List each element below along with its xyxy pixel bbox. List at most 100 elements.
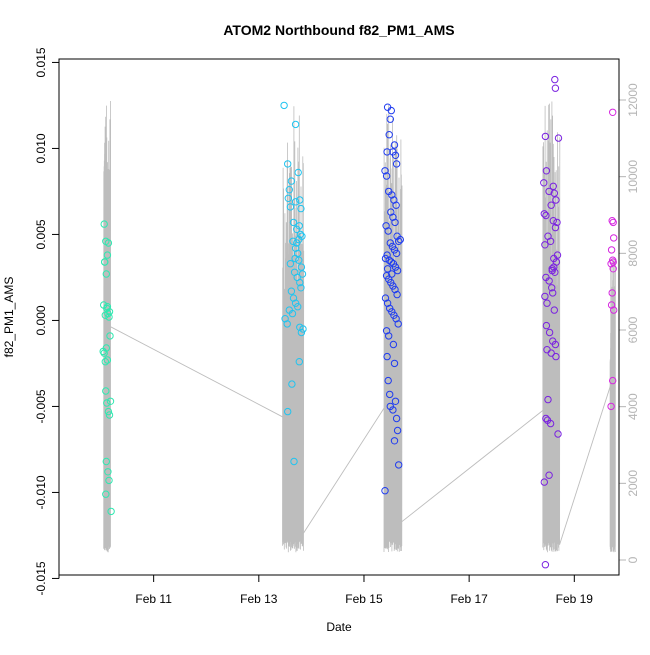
data-point: [291, 120, 300, 129]
data-point: [289, 294, 298, 302]
data-point: [103, 303, 112, 311]
data-point: [295, 256, 303, 264]
data-point: [545, 187, 553, 196]
secondary-tick-label: 2000: [626, 470, 640, 497]
data-point: [296, 230, 305, 239]
data-point: [551, 75, 559, 84]
data-point: [545, 471, 553, 479]
data-point: [541, 292, 549, 301]
data-point: [551, 340, 560, 349]
data-point: [540, 179, 548, 187]
data-point: [384, 376, 392, 385]
data-point: [387, 208, 395, 216]
secondary-tick-label: 10000: [626, 160, 640, 194]
x-tick-label: Feb 15: [345, 592, 383, 606]
data-point: [387, 106, 395, 115]
data-point: [609, 218, 617, 227]
data-point: [385, 332, 393, 340]
data-point: [105, 411, 114, 419]
data-point: [102, 387, 110, 395]
plot-frame: [58, 58, 620, 576]
data-point: [103, 399, 111, 407]
data-point: [294, 303, 302, 311]
data-point: [390, 141, 399, 149]
y-tick-label: -0.010: [34, 475, 48, 509]
data-point: [550, 189, 558, 197]
data-point: [388, 270, 396, 278]
data-point: [100, 220, 108, 228]
data-point: [387, 258, 395, 266]
secondary-tick-label: 4000: [626, 393, 640, 420]
data-point: [391, 151, 400, 160]
data-point: [393, 426, 402, 435]
data-point: [551, 223, 560, 232]
data-point: [105, 308, 114, 316]
data-point: [299, 325, 307, 333]
data-point: [547, 201, 555, 209]
data-point: [384, 227, 392, 235]
data-point: [540, 478, 548, 486]
y-tick-label: -0.005: [34, 389, 48, 423]
data-point: [552, 196, 560, 204]
data-point: [383, 265, 392, 273]
altitude-trace-layer: [103, 100, 616, 553]
y-tick-label: -0.015: [34, 561, 48, 595]
data-point: [105, 313, 113, 321]
data-point: [554, 430, 562, 438]
data-point: [392, 160, 401, 168]
data-point: [103, 251, 112, 259]
data-point: [395, 237, 403, 246]
data-point: [288, 309, 297, 318]
altitude-trace-connector-4: [559, 383, 612, 545]
data-point: [296, 196, 304, 204]
data-point: [298, 270, 307, 278]
data-point: [541, 241, 549, 249]
data-point: [548, 266, 556, 275]
data-point: [553, 218, 561, 227]
data-point: [294, 168, 302, 177]
altitude-trace-flight-3: [383, 104, 403, 553]
data-point: [297, 328, 306, 337]
secondary-tick-label: 12000: [626, 83, 640, 117]
data-point: [103, 356, 112, 364]
data-point: [609, 108, 617, 117]
data-point: [546, 419, 555, 428]
data-point: [389, 340, 398, 349]
data-point: [541, 561, 550, 569]
y-tick-label: 0.005: [34, 219, 48, 249]
data-point: [100, 349, 108, 357]
data-point: [545, 277, 553, 285]
data-point: [102, 490, 110, 498]
data-point: [106, 332, 114, 340]
data-point: [543, 299, 551, 307]
data-point: [608, 217, 616, 225]
data-point: [104, 468, 112, 476]
data-point: [289, 218, 298, 227]
data-point: [609, 258, 617, 266]
data-point: [104, 239, 113, 247]
data-point: [386, 390, 394, 399]
data-point: [285, 186, 293, 194]
series-4: [540, 75, 563, 569]
data-point: [394, 320, 402, 328]
data-point: [381, 254, 390, 263]
data-point: [381, 294, 390, 302]
data-point: [546, 237, 555, 246]
data-point: [382, 327, 391, 335]
altitude-trace-flight-5: [609, 258, 616, 553]
data-point: [297, 204, 305, 213]
x-axis-label: Date: [326, 620, 352, 634]
data-point: [291, 198, 300, 206]
data-point: [295, 235, 303, 244]
data-point: [286, 260, 295, 268]
data-point: [297, 284, 305, 292]
data-point: [607, 246, 616, 254]
data-point: [288, 380, 296, 388]
data-point: [283, 320, 291, 328]
data-point: [280, 101, 288, 110]
data-point: [284, 160, 292, 168]
altitude-trace-connector-2: [303, 406, 386, 534]
data-point: [383, 352, 391, 361]
data-point: [385, 131, 393, 139]
